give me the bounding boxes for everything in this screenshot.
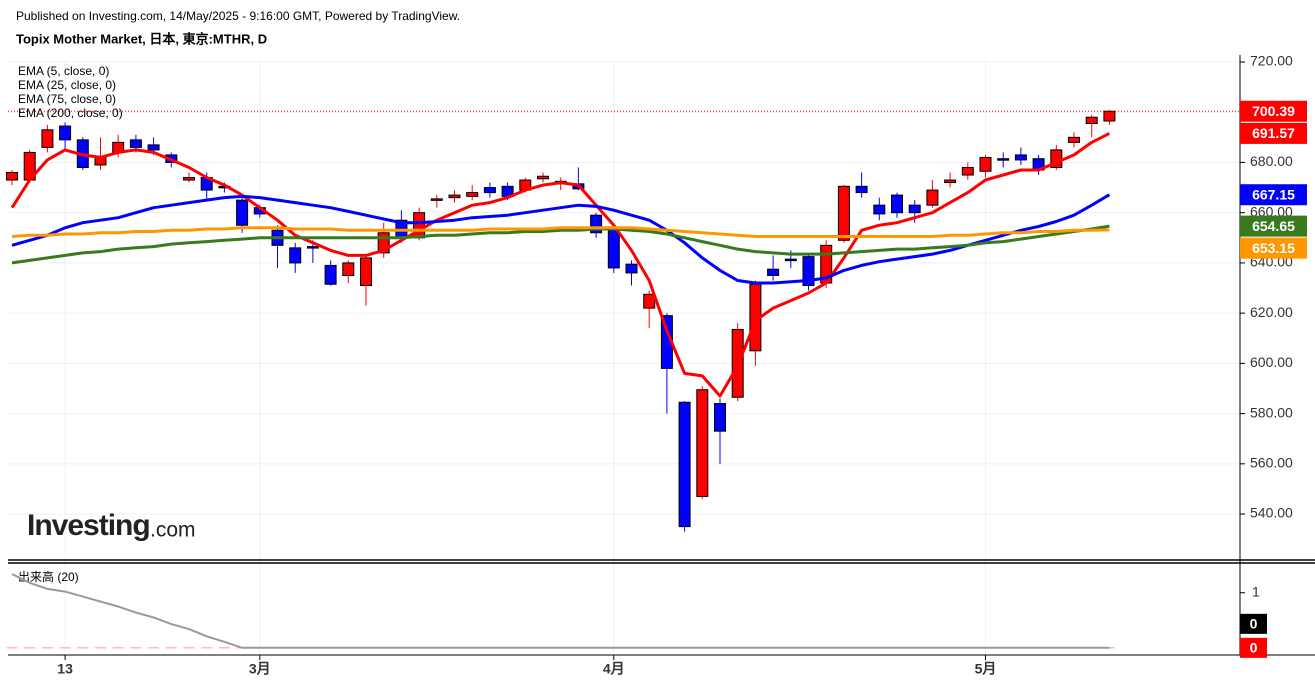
volume-tag-label: 0 [1250,640,1258,656]
y-tick-label: 580.00 [1250,404,1293,420]
candle-body [625,263,638,274]
candle-body [147,144,160,151]
y-tick-label: 600.00 [1250,354,1293,370]
candle-body [183,177,195,181]
volume-bar [24,647,36,649]
volume-bar [218,647,230,649]
candle-body [961,166,974,176]
candle-body [324,264,337,285]
ema-line [10,132,1111,398]
grid-layer [8,60,1240,655]
volume-bar [41,647,53,649]
ema-line [11,224,1110,265]
candle-body [802,256,815,287]
candle-body [643,293,656,309]
price-tag-label: 700.39 [1252,103,1295,119]
price-tag [1240,100,1307,122]
candle-body [837,185,850,241]
candle-body [891,194,903,214]
candle-body [997,158,1010,161]
x-tick-label: 13 [57,661,73,677]
legend-entry: EMA (200, close, 0) [18,106,123,120]
volume-bar [201,647,213,649]
x-tick-label: 5月 [975,661,997,677]
ema-line [11,226,1110,238]
candle-body [979,156,992,172]
y-tick-label: 680.00 [1250,153,1293,169]
candle-body [360,257,372,287]
volume-ma-tag-label: 0 [1250,616,1258,632]
candle-body [129,139,142,148]
legend-entry: EMA (5, close, 0) [18,64,109,78]
y-tick-label: 620.00 [1250,304,1293,320]
y-tick-label: 1 [1252,583,1260,599]
ema-line [11,193,1111,285]
candle-body [289,247,302,264]
price-tag-label: 691.57 [1252,125,1295,141]
candle-body [59,125,72,141]
price-tag-label: 654.65 [1252,218,1295,234]
candle-body [678,401,691,528]
candle-body [714,403,726,432]
candle-body [537,175,549,180]
candle-body [855,185,868,194]
chart-title: Topix Mother Market, 日本, 東京:MTHR, D [16,31,267,46]
y-tick-label: 660.00 [1250,203,1293,219]
candle-body [448,194,461,199]
y-tick-label: 560.00 [1250,455,1293,471]
volume-bar [6,647,18,649]
price-tag-label: 667.15 [1252,186,1295,202]
candle-body [342,262,355,276]
price-tag [1240,237,1307,259]
price-tag [1240,184,1307,206]
candle-body [944,179,957,184]
volume-tag [1240,637,1267,658]
candle-body [430,198,443,201]
volume-bar [130,647,142,649]
x-tick-label: 3月 [249,661,271,677]
volume-bar [112,647,124,649]
candle-body [1068,136,1080,143]
price-tag [1240,122,1307,144]
watermark-suffix: .com [150,519,196,542]
candle-body [377,232,390,254]
volume-ma-tag [1240,613,1267,634]
candle-body [41,129,54,148]
candle-body [926,189,939,206]
y-tick-label: 720.00 [1250,53,1293,69]
volume-bar [95,647,106,649]
price-tag [1240,215,1307,237]
volume-bar [148,647,160,649]
candle-body [1103,110,1116,122]
volume-bar [77,647,89,649]
candle-body [236,199,249,226]
candle-body [607,229,620,269]
volume-legend: 出来高 (20) [18,569,79,584]
y-tick-label: 540.00 [1250,505,1293,521]
candle-body [784,258,797,262]
source-note: Published on Investing.com, 14/May/2025 … [16,9,460,23]
candle-body [767,268,780,276]
volume-bar [165,647,177,649]
candle-body [466,192,479,197]
candle-body [1014,154,1027,161]
volume-bar [59,647,71,649]
volume-bar [183,647,195,649]
volume-ma-line [11,573,1110,649]
candle-body [306,246,319,249]
candle-body [1085,116,1098,125]
candle-body [6,172,18,181]
candle-body [590,214,603,234]
legend-entry: EMA (25, close, 0) [18,78,116,92]
candle-body [483,187,496,194]
candle-body [873,204,886,215]
watermark-brand: Investing [27,509,150,542]
candle-body [908,204,921,214]
price-tag-label: 653.15 [1252,240,1295,256]
x-tick-label: 4月 [603,661,625,677]
legend-entry: EMA (75, close, 0) [18,92,116,106]
candle-body [696,389,709,497]
